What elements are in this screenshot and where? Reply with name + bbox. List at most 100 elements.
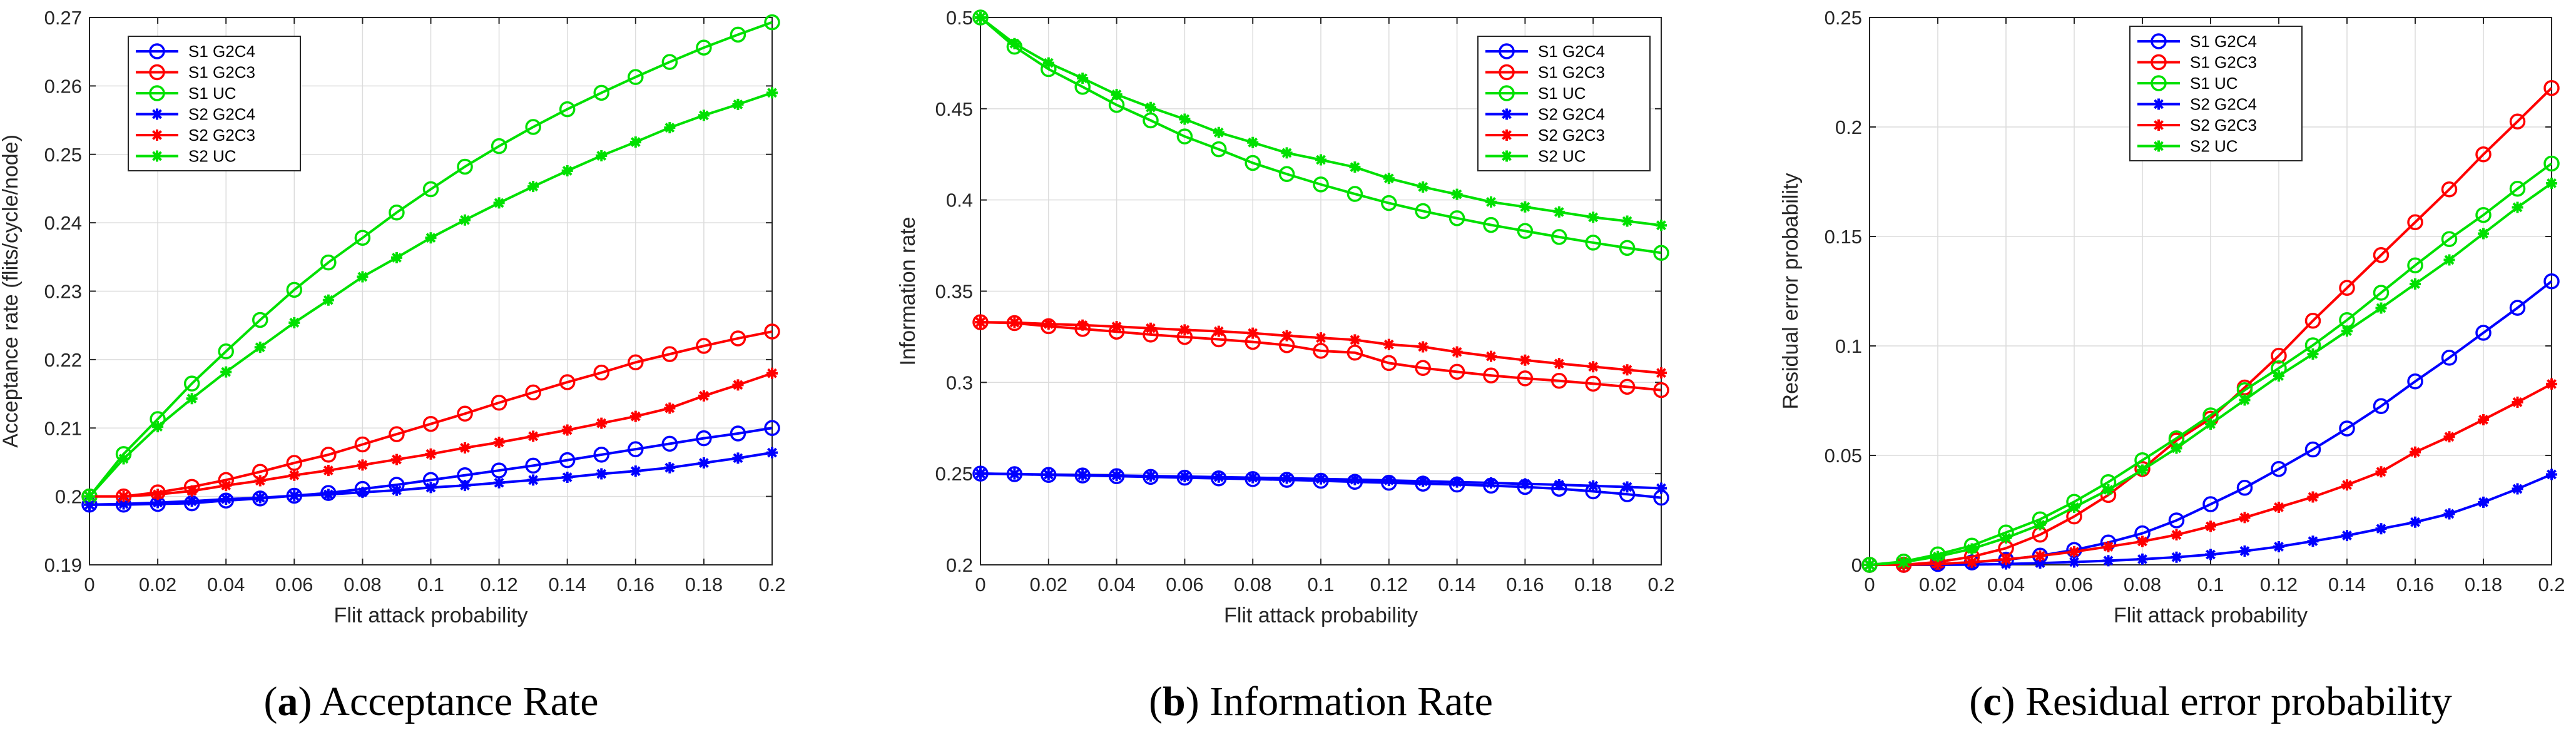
data-point <box>1864 559 1875 570</box>
legend-marker <box>1499 43 1515 59</box>
panel-caption: (a) Acceptance Rate <box>263 679 598 724</box>
data-point <box>2069 556 2080 568</box>
data-point <box>2443 508 2455 520</box>
data-point <box>2512 483 2523 495</box>
data-point <box>1077 319 1089 331</box>
data-point <box>422 181 439 198</box>
data-point <box>2304 313 2321 329</box>
data-point <box>2000 532 2012 544</box>
data-point <box>1966 543 1978 555</box>
x-tick-label: 0.02 <box>1919 574 1957 596</box>
data-point <box>561 165 573 176</box>
data-point <box>2273 501 2284 513</box>
data-point <box>2410 278 2421 290</box>
data-point <box>390 454 402 465</box>
data-point <box>2034 550 2046 562</box>
data-point <box>1245 155 1261 171</box>
legend-label: S1 G2C3 <box>188 63 255 82</box>
x-tick-label: 0.14 <box>549 574 586 596</box>
data-point <box>2102 484 2114 495</box>
y-tick-label: 0.25 <box>44 144 82 166</box>
data-point <box>1519 201 1531 213</box>
legend-label: S2 G2C4 <box>2190 95 2257 114</box>
data-point <box>1415 360 1431 377</box>
series-line <box>979 16 1662 255</box>
data-point <box>1485 477 1497 489</box>
data-point <box>1585 375 1601 392</box>
data-point <box>288 490 300 502</box>
data-point <box>525 384 541 401</box>
data-point <box>2341 479 2353 491</box>
y-axis-label: Information rate <box>896 216 920 365</box>
data-point <box>1619 240 1636 256</box>
caption-open-paren: ( <box>1149 679 1163 724</box>
data-point <box>527 474 539 486</box>
data-point <box>2509 180 2526 197</box>
data-point <box>972 9 989 26</box>
data-point <box>596 417 608 429</box>
chart-panel-c: 0 0.02 0.04 0.06 0.08 0.1 0.12 0.14 0.16 0.18 0.2 0… <box>1779 7 2565 724</box>
data-point <box>422 415 439 432</box>
series-s2-uc <box>84 87 778 502</box>
data-point <box>664 402 676 414</box>
data-point <box>2205 520 2216 532</box>
x-tick-label: 0.14 <box>2328 574 2366 596</box>
legend-marker <box>1501 150 1512 162</box>
data-point <box>2373 285 2390 301</box>
data-point <box>1179 324 1191 336</box>
legend-label: S2 G2C4 <box>188 105 255 124</box>
data-point <box>1381 355 1397 372</box>
data-point <box>357 271 369 283</box>
data-point <box>2441 181 2458 198</box>
data-point <box>493 437 505 449</box>
data-point <box>1042 469 1054 480</box>
data-point <box>2339 280 2355 296</box>
data-point <box>2375 302 2387 314</box>
data-point <box>2543 79 2560 96</box>
data-point <box>2273 370 2284 382</box>
data-point <box>525 119 541 135</box>
data-point <box>2307 535 2319 547</box>
series-line <box>980 321 1662 392</box>
data-point <box>1111 89 1123 101</box>
data-point <box>1519 354 1531 366</box>
data-point <box>561 424 573 436</box>
data-point <box>2407 257 2423 273</box>
data-point <box>1451 476 1463 488</box>
data-point <box>254 475 266 487</box>
x-tick-label: 0.1 <box>2197 574 2224 596</box>
data-point <box>1349 474 1361 485</box>
legend-marker <box>1499 85 1515 101</box>
caption-open-paren: ( <box>263 679 277 724</box>
data-point <box>2475 325 2492 341</box>
data-point <box>2478 228 2489 240</box>
data-point <box>2475 146 2492 163</box>
data-point <box>1383 338 1395 350</box>
data-point <box>152 497 164 509</box>
x-tick-label: 0.18 <box>1574 574 1612 596</box>
data-point <box>2443 254 2455 266</box>
data-point <box>559 374 576 390</box>
y-tick-label: 0.1 <box>1835 335 1862 357</box>
series-line <box>88 21 773 497</box>
x-tick-label: 0.08 <box>1234 574 1271 596</box>
legend-label: S2 G2C3 <box>2190 116 2257 134</box>
legend-marker <box>151 108 163 120</box>
data-point <box>2509 300 2526 316</box>
legend-label: S2 UC <box>2190 137 2238 156</box>
data-point <box>2443 431 2455 443</box>
x-tick-label: 0.02 <box>139 574 176 596</box>
data-point <box>1211 141 1227 158</box>
x-tick-label: 0.1 <box>417 574 444 596</box>
series-s2-uc <box>1864 177 2557 570</box>
legend-marker <box>2153 140 2164 152</box>
legend-label: S1 G2C4 <box>188 42 255 61</box>
data-point <box>1415 203 1431 220</box>
data-point <box>1176 128 1193 144</box>
data-point <box>425 482 437 494</box>
data-point <box>664 122 676 134</box>
data-point <box>1621 215 1633 227</box>
series-s2-g2c3 <box>1864 378 2557 570</box>
data-point <box>2239 394 2251 406</box>
series-s1-uc <box>972 9 1669 261</box>
